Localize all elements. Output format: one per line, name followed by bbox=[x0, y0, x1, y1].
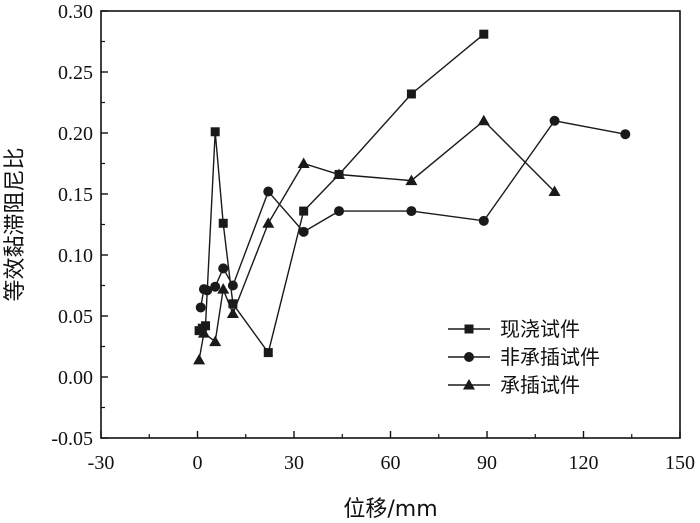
y-tick-label: 0.25 bbox=[58, 62, 93, 84]
data-point bbox=[620, 129, 631, 140]
data-point bbox=[263, 348, 273, 358]
data-point bbox=[299, 206, 309, 216]
x-tick-label: 30 bbox=[284, 452, 304, 474]
legend-marker bbox=[463, 379, 475, 390]
y-tick-label: 0.30 bbox=[58, 1, 93, 23]
series-line bbox=[198, 33, 485, 355]
y-tick-label: 0.05 bbox=[58, 306, 93, 328]
series-square bbox=[194, 29, 489, 358]
x-tick-label: -30 bbox=[88, 452, 115, 474]
data-point bbox=[478, 215, 489, 226]
data-point bbox=[218, 263, 229, 274]
data-point bbox=[217, 283, 230, 294]
y-tick-label: 0.10 bbox=[58, 245, 93, 267]
legend-label: 承插试件 bbox=[500, 373, 580, 397]
data-point bbox=[218, 218, 228, 228]
data-point bbox=[333, 168, 346, 179]
y-axis-title: 等效黏滞阻尼比 bbox=[3, 147, 28, 301]
series-layer bbox=[193, 29, 631, 365]
axes: -30 0 30 60 90 120 150 -0.05 0.00 0.05 0.10 0.15 0.2… bbox=[3, 1, 695, 522]
legend-marker bbox=[464, 352, 474, 362]
data-point bbox=[263, 186, 274, 197]
data-point bbox=[548, 185, 561, 197]
data-point bbox=[477, 114, 490, 126]
data-point bbox=[193, 353, 206, 365]
data-point bbox=[228, 299, 238, 309]
legend-label: 非承插试件 bbox=[500, 345, 600, 369]
data-point bbox=[209, 335, 222, 347]
x-axis-title: 位移/mm bbox=[343, 497, 437, 522]
legend-label: 现浇试件 bbox=[500, 317, 580, 341]
x-tick-label: 120 bbox=[569, 452, 599, 474]
data-point bbox=[195, 302, 206, 313]
y-tick-label: 0.00 bbox=[58, 367, 93, 389]
data-point bbox=[406, 89, 416, 99]
data-point bbox=[226, 307, 239, 319]
data-point bbox=[334, 206, 345, 217]
data-point bbox=[405, 174, 418, 186]
x-tick-label: 0 bbox=[193, 452, 203, 474]
data-point bbox=[549, 115, 560, 126]
data-point bbox=[201, 321, 211, 331]
data-point bbox=[298, 226, 309, 237]
y-tick-label: -0.05 bbox=[51, 428, 93, 450]
plot-frame bbox=[100, 10, 681, 439]
data-point bbox=[406, 206, 417, 217]
data-point bbox=[210, 281, 221, 292]
y-tick-label: 0.20 bbox=[58, 123, 93, 145]
series-circle bbox=[195, 115, 631, 313]
series-triangle bbox=[193, 114, 561, 365]
data-point bbox=[202, 285, 213, 296]
data-point bbox=[227, 280, 238, 291]
data-point bbox=[262, 217, 275, 228]
data-point bbox=[210, 127, 220, 137]
legend-marker bbox=[464, 324, 474, 334]
data-point bbox=[297, 157, 310, 168]
x-tick-label: 60 bbox=[381, 452, 401, 474]
x-tick-label: 90 bbox=[477, 452, 497, 474]
y-tick-label: 0.15 bbox=[58, 184, 93, 206]
x-tick-label: 150 bbox=[665, 452, 695, 474]
data-point bbox=[479, 29, 489, 39]
data-point bbox=[197, 327, 210, 338]
